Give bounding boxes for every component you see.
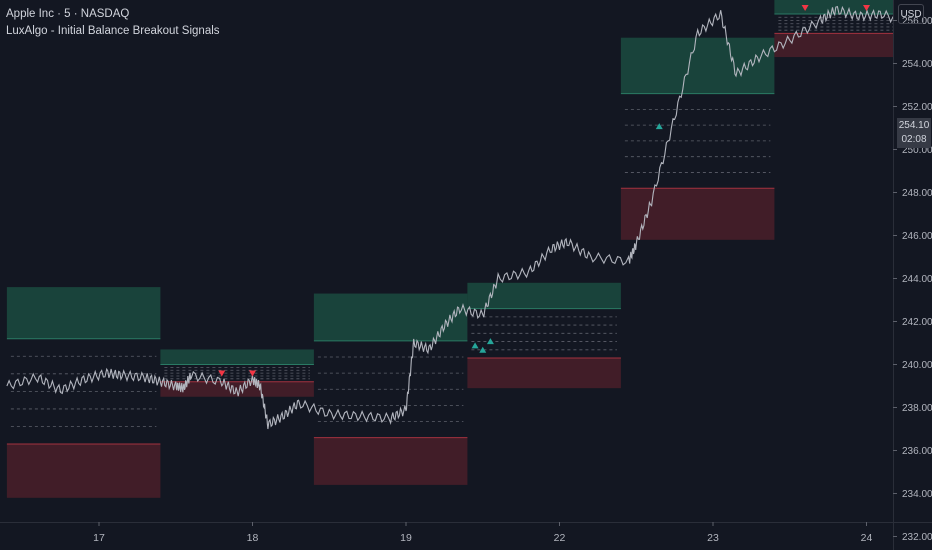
y-tick-label-3: 238.00 bbox=[902, 403, 932, 414]
bull-zone-0 bbox=[6, 287, 161, 339]
last-price-value: 254.10 bbox=[898, 120, 930, 131]
x-tick-label-3: 22 bbox=[554, 532, 566, 544]
y-tick-label-2: 236.00 bbox=[902, 446, 932, 457]
sell-signal-0 bbox=[218, 370, 226, 377]
x-tick-label-5: 24 bbox=[861, 532, 873, 544]
bear-zone-11 bbox=[774, 33, 893, 58]
bull-zone-8 bbox=[620, 37, 775, 94]
buy-signal-2 bbox=[486, 338, 494, 345]
bull-zone-4 bbox=[313, 293, 468, 341]
y-tick-label-8: 248.00 bbox=[902, 188, 932, 199]
y-tick-label-0: 232.00 bbox=[902, 532, 932, 543]
x-tick-label-4: 23 bbox=[707, 532, 719, 544]
price-series bbox=[6, 5, 893, 430]
bear-zone-9 bbox=[620, 188, 775, 240]
buy-signal-1 bbox=[479, 346, 487, 353]
buy-signal-0 bbox=[471, 342, 479, 349]
bear-zone-1 bbox=[6, 444, 161, 498]
symbol-title[interactable]: Apple Inc · 5 · NASDAQ bbox=[6, 8, 130, 20]
bull-zone-2 bbox=[160, 349, 314, 365]
y-tick-label-7: 246.00 bbox=[902, 231, 932, 242]
bull-zone-10 bbox=[774, 0, 893, 15]
sell-signal-2 bbox=[801, 5, 809, 12]
x-tick-label-0: 17 bbox=[93, 532, 105, 544]
sell-signal-3 bbox=[863, 5, 870, 12]
buy-signal-3 bbox=[655, 123, 663, 130]
sell-signal-1 bbox=[249, 370, 256, 377]
x-tick-label-1: 18 bbox=[247, 532, 259, 544]
y-tick-label-9: 250.00 bbox=[902, 145, 932, 156]
y-tick-label-12: 256.00 bbox=[902, 16, 932, 27]
currency-button[interactable]: USD bbox=[898, 4, 924, 24]
y-tick-label-6: 244.00 bbox=[902, 274, 932, 285]
chart-legend: Apple Inc · 5 · NASDAQ LuxAlgo - Initial… bbox=[6, 6, 220, 40]
x-tick-label-2: 19 bbox=[400, 532, 412, 544]
y-tick-label-5: 242.00 bbox=[902, 317, 932, 328]
plot-area bbox=[6, 0, 893, 498]
y-tick-label-11: 254.00 bbox=[902, 59, 932, 70]
last-price-tag: 254.10 02:08 bbox=[897, 118, 931, 148]
bar-countdown: 02:08 bbox=[901, 134, 927, 145]
y-tick-label-1: 234.00 bbox=[902, 489, 932, 500]
y-tick-label-10: 252.00 bbox=[902, 102, 932, 113]
bear-zone-5 bbox=[313, 437, 468, 485]
y-tick-label-4: 240.00 bbox=[902, 360, 932, 371]
indicator-title[interactable]: LuxAlgo - Initial Balance Breakout Signa… bbox=[6, 25, 220, 37]
bear-zone-7 bbox=[467, 358, 621, 389]
